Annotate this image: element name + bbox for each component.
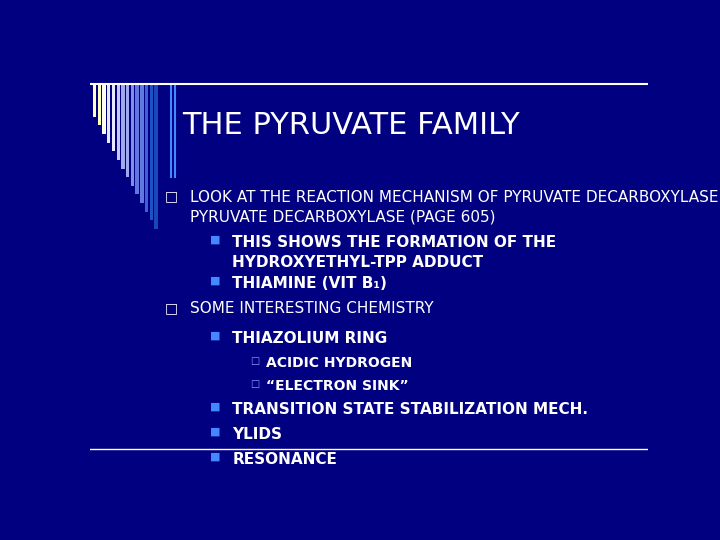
Text: ■: ■ bbox=[210, 402, 221, 411]
Text: SOME INTERESTING CHEMISTRY: SOME INTERESTING CHEMISTRY bbox=[190, 301, 434, 316]
Text: ■: ■ bbox=[210, 235, 221, 245]
Bar bbox=[140, 84, 143, 203]
Text: RESONANCE: RESONANCE bbox=[233, 451, 337, 467]
Bar bbox=[117, 84, 120, 160]
Text: □: □ bbox=[164, 301, 177, 315]
Bar bbox=[155, 84, 158, 229]
Text: THIAZOLIUM RING: THIAZOLIUM RING bbox=[233, 331, 387, 346]
Text: HYDROXYETHYL-TPP ADDUCT: HYDROXYETHYL-TPP ADDUCT bbox=[233, 255, 483, 270]
Text: PYRUVATE DECARBOXYLASE (PAGE 605): PYRUVATE DECARBOXYLASE (PAGE 605) bbox=[190, 210, 496, 225]
Bar bbox=[150, 84, 153, 220]
Text: ACIDIC HYDROGEN: ACIDIC HYDROGEN bbox=[266, 356, 412, 370]
Text: THIAMINE (VIT B₁): THIAMINE (VIT B₁) bbox=[233, 276, 387, 291]
Text: ■: ■ bbox=[210, 276, 221, 286]
Bar bbox=[97, 84, 101, 125]
Text: ■: ■ bbox=[210, 331, 221, 341]
Bar bbox=[145, 84, 148, 212]
Bar bbox=[135, 84, 139, 194]
Text: □: □ bbox=[250, 356, 259, 366]
Text: YLIDS: YLIDS bbox=[233, 427, 282, 442]
Text: □: □ bbox=[250, 379, 259, 389]
Bar bbox=[121, 84, 125, 168]
Bar bbox=[131, 84, 134, 186]
Bar bbox=[93, 84, 96, 117]
Text: THIS SHOWS THE FORMATION OF THE: THIS SHOWS THE FORMATION OF THE bbox=[233, 235, 557, 250]
Bar bbox=[112, 84, 115, 151]
Text: LOOK AT THE REACTION MECHANISM OF PYRUVATE DECARBOXYLASE (PAGE 605): LOOK AT THE REACTION MECHANISM OF PYRUVA… bbox=[190, 190, 720, 205]
Bar bbox=[102, 84, 106, 134]
Bar bbox=[107, 84, 110, 143]
Text: “ELECTRON SINK”: “ELECTRON SINK” bbox=[266, 379, 408, 393]
Text: ■: ■ bbox=[210, 451, 221, 462]
Bar bbox=[126, 84, 130, 177]
Text: ■: ■ bbox=[210, 427, 221, 437]
Text: □: □ bbox=[164, 190, 177, 204]
Text: THE PYRUVATE FAMILY: THE PYRUVATE FAMILY bbox=[182, 111, 520, 140]
Text: TRANSITION STATE STABILIZATION MECH.: TRANSITION STATE STABILIZATION MECH. bbox=[233, 402, 588, 417]
